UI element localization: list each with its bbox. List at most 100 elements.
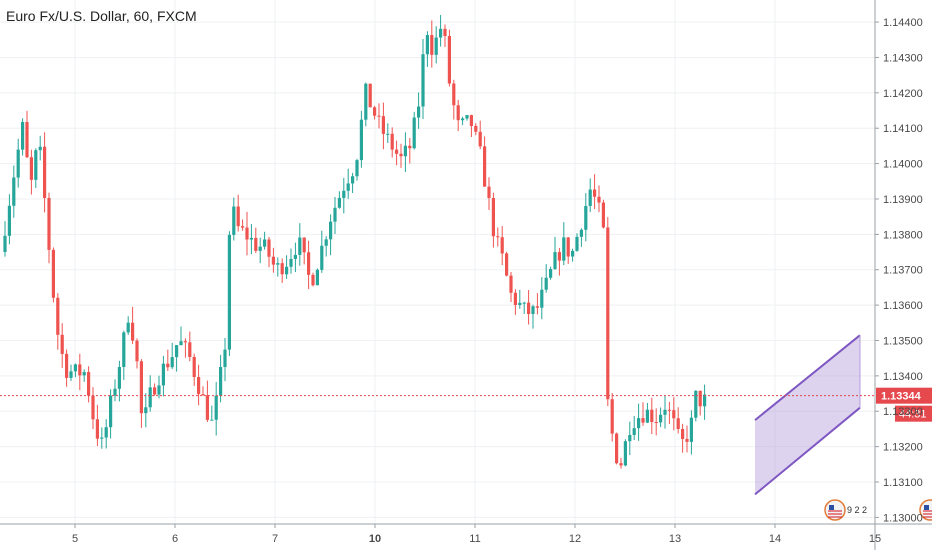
candle-body — [399, 153, 403, 157]
candle-body — [645, 409, 649, 423]
candle-body — [95, 419, 99, 439]
candle-body — [183, 341, 187, 343]
candle-body — [139, 361, 143, 414]
candle-body — [557, 252, 561, 261]
candle-body — [69, 371, 73, 378]
candle-body — [509, 275, 513, 293]
candle-body — [188, 342, 192, 358]
current-price-label: 1.13344 — [881, 391, 922, 403]
candle-body — [641, 418, 645, 423]
candle-body — [579, 229, 583, 237]
candle-body — [377, 115, 381, 117]
candle-body — [153, 387, 157, 395]
y-tick-label: 1.13000 — [883, 512, 923, 524]
candle-body — [227, 234, 231, 350]
candle-body — [170, 357, 174, 368]
event-marker[interactable]: 2 3 2 — [919, 499, 932, 521]
candle-body — [289, 258, 293, 267]
candle-body — [60, 334, 64, 354]
candle-body — [672, 410, 676, 419]
candle-body — [681, 428, 685, 439]
candle-body — [34, 150, 38, 180]
candle-body — [615, 433, 619, 464]
candle-body — [144, 407, 148, 414]
candle-body — [276, 263, 280, 265]
candle-body — [373, 107, 377, 116]
y-tick-label: 1.13800 — [883, 229, 923, 241]
candle-body — [126, 322, 130, 333]
candle-body — [113, 388, 117, 396]
candle-body — [355, 160, 359, 177]
candle-body — [47, 197, 51, 250]
event-marker[interactable]: 9 2 2 — [824, 499, 867, 521]
y-tick-label: 1.13700 — [883, 265, 923, 277]
candle-body — [82, 372, 86, 376]
candle-body — [148, 387, 152, 408]
candle-body — [21, 122, 25, 150]
candle-body — [575, 236, 579, 251]
flag-canton — [924, 505, 929, 510]
candle-body — [12, 177, 16, 206]
x-tick-label: 7 — [272, 533, 278, 545]
y-tick-label: 1.13200 — [883, 442, 923, 454]
candle-body — [254, 237, 258, 251]
candle-body — [320, 245, 324, 270]
candle-body — [703, 394, 707, 407]
candle-body — [78, 364, 82, 376]
candle-body — [131, 322, 135, 341]
candle-body — [478, 131, 482, 147]
candle-body — [461, 118, 465, 121]
y-tick-label: 1.14100 — [883, 123, 923, 135]
x-tick-label: 11 — [469, 533, 480, 545]
flag-canton — [829, 505, 834, 510]
price-channel[interactable] — [754, 334, 861, 496]
candle-body — [584, 205, 588, 230]
candle-body — [637, 418, 641, 429]
candle-body — [403, 145, 407, 157]
candle-body — [342, 190, 346, 198]
candle-body — [588, 189, 592, 206]
candle-body — [135, 340, 139, 362]
candle-body — [562, 237, 566, 261]
candle-body — [311, 274, 315, 286]
candle-body — [302, 237, 306, 253]
candle-body — [337, 197, 341, 208]
candle-body — [522, 302, 526, 304]
candle-body — [329, 221, 333, 240]
candle-body — [663, 409, 667, 415]
candle-body — [417, 106, 421, 118]
candle-body — [535, 306, 539, 308]
candle-body — [571, 250, 575, 257]
candle-body — [16, 149, 20, 178]
event-markers[interactable]: 9 2 22 3 23 2 5 — [824, 499, 932, 521]
candle-body — [223, 349, 227, 368]
candle-body — [38, 146, 42, 151]
y-tick-label: 1.14400 — [883, 17, 923, 29]
candle-body — [315, 269, 319, 286]
candle-body — [606, 227, 610, 400]
y-tick-label: 1.14200 — [883, 88, 923, 100]
y-tick-label: 1.13900 — [883, 194, 923, 206]
candle-body — [192, 357, 196, 378]
candle-body — [491, 197, 495, 237]
candle-body — [285, 266, 289, 275]
candle-body — [368, 83, 372, 108]
candle-body — [412, 117, 416, 149]
candle-body — [51, 249, 55, 298]
candle-body — [447, 36, 451, 84]
candle-body — [258, 246, 262, 251]
candle-body — [425, 35, 429, 55]
candle-body — [623, 441, 627, 466]
countdown-tag — [895, 405, 932, 422]
candle-body — [549, 268, 553, 278]
candle-body — [540, 289, 544, 308]
y-tick-label: 1.13500 — [883, 335, 923, 347]
candle-body — [87, 372, 91, 396]
candle-body — [214, 395, 218, 420]
candle-body — [346, 183, 350, 191]
candle-body — [324, 239, 328, 246]
candle-body — [518, 302, 522, 305]
candle-body — [197, 377, 201, 395]
y-tick-label: 1.13400 — [883, 371, 923, 383]
